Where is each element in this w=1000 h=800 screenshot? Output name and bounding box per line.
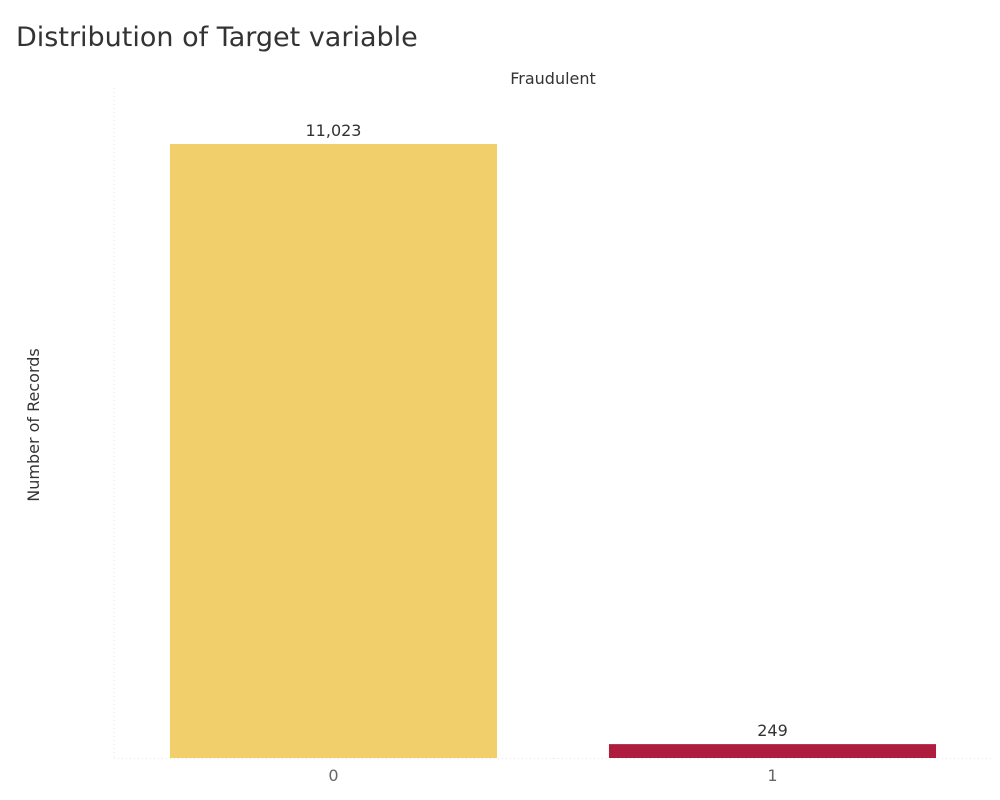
bars-layer: 11,023 0 249 1 <box>169 121 937 785</box>
column-header: Fraudulent <box>510 69 596 88</box>
data-label-1: 249 <box>757 721 788 740</box>
x-tick-label-1: 1 <box>767 766 777 785</box>
chart-title: Distribution of Target variable <box>16 22 418 53</box>
y-axis-label: Number of Records <box>24 348 43 501</box>
data-label-0: 11,023 <box>306 121 362 140</box>
bar-1[interactable] <box>608 744 937 758</box>
bar-0[interactable] <box>169 144 498 758</box>
x-tick-label-0: 0 <box>328 766 338 785</box>
